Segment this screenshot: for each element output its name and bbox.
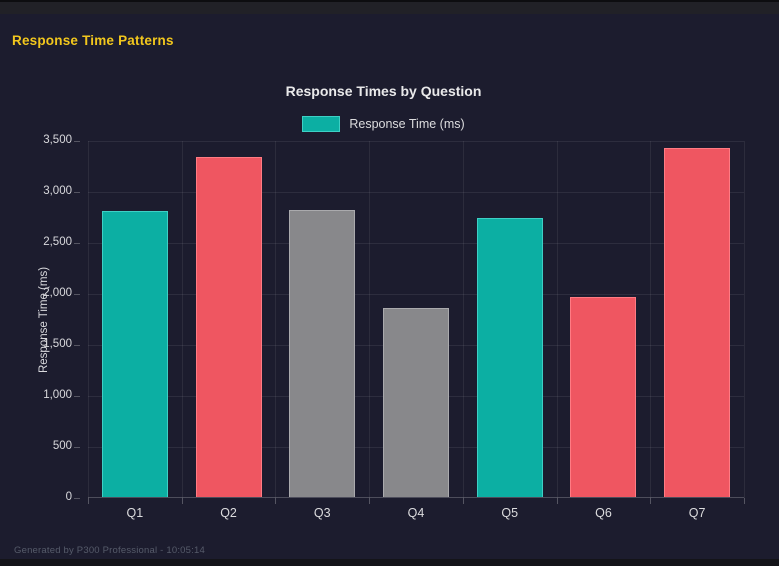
x-label-Q2: Q2	[220, 506, 237, 520]
x-tick-mark	[88, 498, 89, 504]
gridline-vertical	[181, 141, 183, 498]
y-tick-mark	[74, 396, 80, 397]
x-tick-mark	[369, 498, 371, 504]
footer-note: Generated by P300 Professional - 10:05:1…	[14, 545, 205, 556]
bar-Q5	[476, 217, 543, 497]
x-label-Q3: Q3	[313, 506, 331, 520]
chart-legend: Response Time (ms)	[20, 115, 747, 133]
gridline-vertical	[275, 141, 277, 498]
x-tick-mark	[275, 498, 277, 504]
x-label-Q6: Q6	[595, 506, 612, 520]
y-tick-label: 1,000	[43, 389, 72, 401]
y-tick-label: 500	[52, 440, 72, 452]
y-tick-label: 3,500	[43, 134, 72, 146]
legend-label: Response Time (ms)	[349, 117, 465, 131]
gridline-horizontal	[88, 243, 744, 244]
x-tick-mark	[181, 498, 183, 504]
bar-Q3	[289, 210, 356, 497]
x-label-Q1: Q1	[126, 506, 144, 520]
page-title: Response Time Patterns	[12, 33, 174, 48]
y-tick-label: 0	[65, 491, 72, 503]
bar-Q4	[383, 308, 449, 497]
top-window-strip	[0, 0, 779, 14]
bar-Q6	[570, 297, 637, 497]
legend-swatch	[302, 116, 341, 132]
y-tick-mark	[74, 141, 80, 142]
y-tick-mark	[74, 498, 80, 499]
y-tick-label: 2,000	[43, 287, 72, 299]
gridline-horizontal	[88, 192, 744, 193]
y-axis-ticks: 0 500 1,000 1,500 2,000 2,500 3,000 3,500	[0, 134, 80, 503]
plot-area	[88, 141, 745, 504]
y-tick-label: 2,500	[43, 236, 72, 248]
y-tick-label: 3,000	[43, 185, 72, 197]
gridline-vertical	[556, 141, 558, 498]
x-tick-mark	[556, 498, 558, 504]
gridline-horizontal	[88, 141, 744, 142]
y-tick-mark	[74, 447, 80, 448]
gridline-horizontal	[88, 294, 744, 295]
gridline-vertical	[462, 141, 464, 498]
bottom-window-strip	[0, 559, 779, 566]
y-tick-mark	[74, 294, 80, 295]
x-label-Q5: Q5	[501, 506, 519, 520]
x-label-Q4: Q4	[407, 506, 425, 520]
x-tick-mark	[650, 498, 652, 504]
chart-title: Response Times by Question	[285, 83, 482, 99]
gridline-vertical	[369, 141, 371, 498]
y-tick-mark	[74, 192, 80, 193]
bar-Q7	[664, 148, 731, 497]
y-tick-label: 1,500	[43, 338, 72, 350]
gridline-vertical	[650, 141, 652, 498]
x-tick-mark	[744, 498, 745, 504]
gridline-vertical	[744, 141, 745, 498]
gridline-vertical	[88, 141, 89, 498]
y-tick-mark	[74, 345, 80, 346]
x-axis-labels: Q1 Q2 Q3 Q4 Q5 Q6 Q7	[88, 506, 744, 524]
x-tick-mark	[462, 498, 464, 504]
bar-Q1	[101, 211, 168, 497]
x-label-Q7: Q7	[688, 506, 706, 520]
bar-Q2	[195, 157, 262, 497]
y-tick-mark	[74, 243, 80, 244]
chart-panel: Response Times by Question Response Time…	[20, 75, 747, 535]
